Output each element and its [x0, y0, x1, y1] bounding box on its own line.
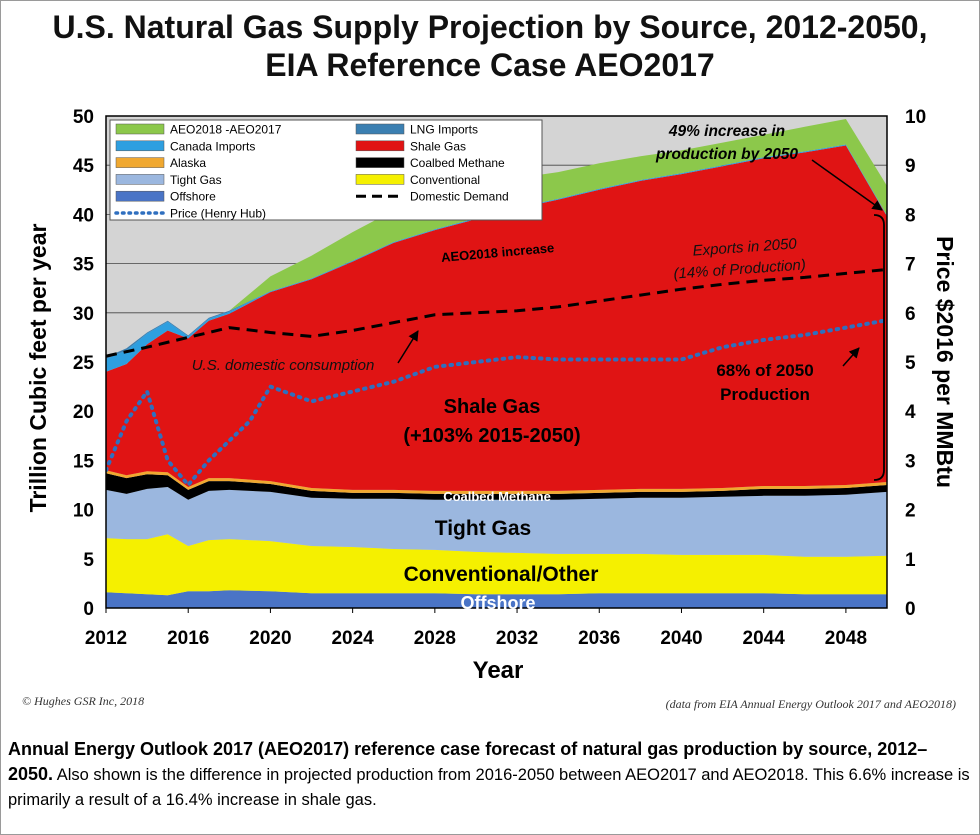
legend-label-shale-gas: Shale Gas: [410, 139, 466, 153]
legend-box: [109, 119, 543, 221]
y2-tick-label-1: 1: [905, 550, 916, 571]
credit-note: © Hughes GSR Inc, 2018: [22, 694, 145, 708]
area-tight-gas: [106, 487, 887, 557]
area-coalbed-methane: [106, 473, 887, 500]
legend-label-lng-imports: LNG Imports: [410, 123, 478, 137]
legend-label-alaska: Alaska: [170, 156, 206, 170]
label-shale-gas: Shale Gas: [444, 396, 541, 418]
label-coalbed-methane: Coalbed Methane: [443, 489, 551, 504]
legend-label-tight-gas: Tight Gas: [170, 173, 222, 187]
legend-swatch-conventional: [355, 174, 405, 185]
legend-swatch-tight-gas: [115, 174, 165, 185]
y2-tick-label-6: 6: [905, 304, 916, 325]
y2-tick-label-4: 4: [905, 402, 916, 423]
legend-label-domestic-demand: Domestic Demand: [410, 190, 509, 204]
y2-tick-label-5: 5: [905, 353, 916, 374]
annotation-increase-line-1: 49% increase in: [668, 123, 785, 140]
legend-swatch-canada-imports: [115, 140, 165, 152]
consumption-arrow: [397, 330, 419, 364]
source-note: (data from EIA Annual Energy Outlook 201…: [665, 697, 956, 711]
y-tick-label-3: 15: [73, 451, 95, 472]
x-tick-label-0: 2012: [85, 628, 127, 649]
legend-swatch-lng-imports: [355, 123, 405, 135]
y2-tick-label-9: 9: [905, 156, 916, 177]
legend-label-canada-imports: Canada Imports: [170, 139, 255, 153]
increase-arrow: [811, 159, 883, 211]
y-tick-label-9: 45: [73, 156, 95, 177]
legend-label-aeo2018-aeo2017: AEO2018 -AEO2017: [170, 123, 282, 137]
y-tick-label-4: 20: [73, 402, 94, 423]
caption-bold: Annual Energy Outlook 2017 (AEO2017) ref…: [8, 739, 928, 784]
x-axis-title: Year: [473, 657, 524, 684]
x-tick-label-9: 2048: [825, 628, 867, 649]
legend-swatch-alaska: [115, 157, 165, 168]
x-tick-label-7: 2040: [660, 628, 702, 649]
annotation-shale-share-line-2: Production: [720, 385, 810, 404]
shale-share-arrow: [842, 347, 860, 367]
label-offshore: Offshore: [460, 593, 535, 613]
chart-title: U.S. Natural Gas Supply Projection by So…: [0, 8, 980, 84]
y-axis-title: Trillion Cubic feet per year: [25, 224, 51, 513]
area-aeo2018-aeo2017: [106, 119, 887, 358]
legend: AEO2018 -AEO2017 LNG Imports Canada Import…: [109, 119, 543, 221]
y-tick-label-0: 0: [83, 599, 94, 620]
y-tick-label-10: 50: [73, 107, 94, 128]
y-tick-label-2: 10: [73, 501, 94, 522]
annotation-increase-line-2: production by 2050: [655, 146, 798, 163]
legend-label-price-henry-hub-: Price (Henry Hub): [170, 207, 266, 221]
legend-swatch-aeo2018-aeo2017: [115, 123, 165, 135]
stacked-areas: [106, 119, 887, 608]
y2-tick-label-10: 10: [905, 107, 926, 128]
legend-label-coalbed-methane: Coalbed Methane: [410, 156, 505, 170]
legend-label-conventional: Conventional: [410, 173, 480, 187]
label-tight-gas: Tight Gas: [435, 517, 531, 540]
overlay-lines: [106, 268, 887, 489]
area-offshore: [106, 590, 887, 608]
line-domestic-demand: [106, 268, 887, 358]
area-shale-gas: [106, 145, 887, 491]
line-price-henry-hub: [106, 318, 887, 489]
y2-tick-label-0: 0: [905, 599, 916, 620]
annotation-shale-share-line-1: 68% of 2050: [716, 361, 813, 380]
y-tick-label-6: 30: [73, 304, 94, 325]
x-tick-label-4: 2028: [414, 628, 456, 649]
y2-tick-label-7: 7: [905, 255, 916, 276]
y2-tick-label-2: 2: [905, 501, 916, 522]
label-conventional: Conventional/Other: [404, 563, 599, 586]
legend-swatch-coalbed-methane: [355, 157, 405, 168]
area-alaska: [106, 470, 887, 494]
title-line-1: U.S. Natural Gas Supply Projection by So…: [52, 9, 928, 45]
y2-tick-label-3: 3: [905, 451, 916, 472]
figure-caption: Annual Energy Outlook 2017 (AEO2017) ref…: [8, 737, 970, 812]
y2-axis-title: Price $2016 per MMBtu: [932, 236, 958, 488]
area-conventional: [106, 534, 887, 596]
x-tick-label-8: 2044: [743, 628, 786, 649]
legend-swatch-offshore: [115, 190, 165, 202]
label-shale-gas-change: (+103% 2015-2050): [403, 425, 580, 447]
annotations: 49% increase in production by 2050 AEO20…: [192, 123, 885, 613]
title-line-2: EIA Reference Case AEO2017: [265, 47, 715, 83]
x-tick-label-5: 2032: [496, 628, 538, 649]
caption-regular: Also shown is the difference in projecte…: [8, 766, 970, 809]
x-tick-label-3: 2024: [331, 628, 374, 649]
legend-swatch-shale-gas: [355, 140, 405, 152]
y-tick-label-8: 40: [73, 205, 94, 226]
x-tick-label-2: 2020: [249, 628, 291, 649]
y2-tick-label-8: 8: [905, 205, 916, 226]
x-tick-label-1: 2016: [167, 628, 209, 649]
y-tick-label-5: 25: [73, 353, 95, 374]
annotation-domestic-consumption: U.S. domestic consumption: [192, 357, 375, 374]
shale-share-bracket: [873, 214, 885, 481]
legend-label-offshore: Offshore: [170, 190, 216, 204]
plot-border: [105, 115, 888, 609]
x-tick-label-6: 2036: [578, 628, 620, 649]
axes: 2012 2016 2020 2024 2028 2032 2036 2040 2044 2048…: [73, 107, 926, 649]
area-chart: 2012 2016 2020 2024 2028 2032 2036 2040 2044 2048…: [25, 107, 958, 684]
y-tick-label-1: 5: [83, 550, 94, 571]
y-tick-label-7: 35: [73, 255, 95, 276]
